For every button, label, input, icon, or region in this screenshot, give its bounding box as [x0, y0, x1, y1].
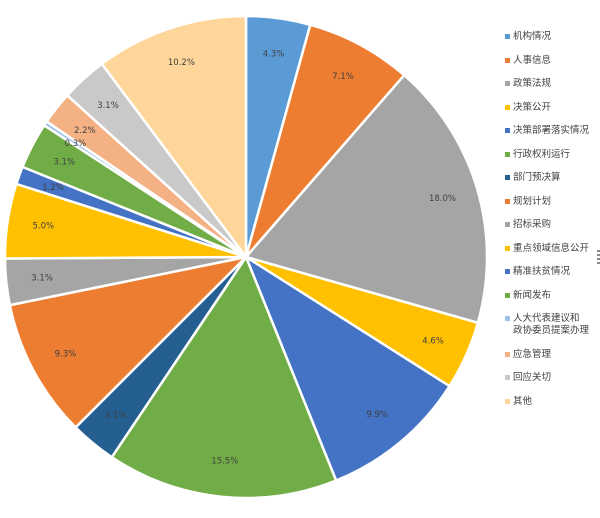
legend-swatch [505, 81, 510, 86]
legend-label: 其他 [513, 395, 533, 407]
pie-data-labels: 4.3% 7.1% 18.0% 4.6% 9.9% 15.5% 3.1% 9.3% 3.1% 5.… [31, 49, 456, 466]
pie-slice-2[interactable] [243, 73, 489, 325]
data-label-3: 4.6% [422, 336, 444, 346]
legend-label: 政策法规 [513, 78, 552, 89]
legend-item-6[interactable]: 部门预决算 [505, 172, 600, 184]
legend-item-15[interactable]: 其他 [505, 396, 600, 408]
legend-label: 应急管理 [513, 348, 552, 360]
legend-label: 行政权利运行 [513, 148, 571, 160]
data-label-4: 9.9% [366, 410, 388, 420]
legend-swatch [505, 375, 510, 380]
legend-label: 人大代表建议和 [513, 313, 580, 324]
legend-swatch [505, 245, 510, 251]
legend-label: 重点领域信息公开 [513, 242, 590, 254]
legend-item-1[interactable]: 人事信息 [505, 55, 600, 67]
chart-legend: 机构情况人事信息政策法规决策公开决策部署落实情况 行政权利运行 部门预决算规划计划招… [505, 31, 600, 419]
data-label-9: 5.0% [32, 222, 54, 232]
legend-item-5[interactable]: 行政权利运行 [505, 149, 600, 161]
legend-swatch [505, 222, 510, 227]
data-label-14: 3.1% [97, 101, 119, 111]
legend-label: 决策部署落实情况 [513, 125, 590, 136]
legend-label: 规划计划 [513, 195, 552, 207]
legend-label: 精准扶贫情况 [513, 266, 571, 277]
legend-swatch [505, 34, 510, 39]
data-label-1: 7.1% [332, 72, 354, 82]
data-label-15: 10.2% [168, 58, 195, 68]
legend-item-0[interactable]: 机构情况 [505, 31, 600, 43]
legend-swatch [505, 104, 510, 110]
legend-item-12[interactable]: 人大代表建议和 政协委员提案办理 [505, 313, 600, 337]
legend-item-14[interactable]: 回应关切 [505, 372, 600, 384]
resize-handle[interactable] [597, 250, 600, 264]
legend-label: 政协委员提案办理 [513, 325, 590, 336]
legend-swatch [505, 269, 510, 274]
legend-item-3[interactable]: 决策公开 [505, 102, 600, 114]
legend-swatch [505, 57, 510, 63]
legend-swatch [505, 316, 510, 321]
data-label-8: 3.1% [31, 274, 53, 284]
legend-label: 决策公开 [513, 101, 552, 113]
data-label-11: 3.1% [53, 158, 75, 168]
legend-item-7[interactable]: 规划计划 [505, 196, 600, 208]
pie-slice-5[interactable] [110, 254, 338, 500]
legend-label: 招标采购 [513, 219, 552, 230]
legend-swatch [505, 292, 510, 298]
pie-slice-15[interactable] [100, 14, 248, 261]
legend-label: 新闻发布 [513, 289, 552, 301]
data-label-13: 2.2% [74, 126, 96, 136]
pie-slice-1[interactable] [244, 23, 407, 258]
data-label-12: 0.3% [65, 139, 87, 149]
legend-label: 回应关切 [513, 372, 552, 383]
pie-slice-4[interactable] [243, 253, 452, 483]
legend-swatch [505, 151, 510, 157]
legend-swatch [505, 198, 510, 204]
legend-item-13[interactable]: 应急管理 [505, 349, 600, 361]
data-label-7: 9.3% [55, 350, 77, 360]
data-label-10: 1.2% [42, 183, 64, 193]
legend-label: 人事信息 [513, 54, 552, 66]
legend-item-10[interactable]: 精准扶贫情况 [505, 266, 600, 278]
data-label-2: 18.0% [429, 194, 456, 204]
legend-item-11[interactable]: 新闻发布 [505, 290, 600, 302]
legend-swatch [505, 128, 510, 133]
legend-swatch [505, 351, 510, 357]
legend-item-9[interactable]: 重点领域信息公开 [505, 243, 600, 255]
data-label-5: 15.5% [211, 456, 238, 466]
legend-swatch [505, 175, 510, 180]
pie-slice-7[interactable] [8, 254, 250, 430]
legend-label: 机构情况 [513, 31, 552, 42]
legend-item-2[interactable]: 政策法规 [505, 78, 600, 90]
data-label-6: 3.1% [105, 411, 127, 421]
legend-swatch [505, 398, 510, 404]
legend-label: 部门预决算 [513, 172, 561, 183]
pie-slices [3, 14, 489, 500]
data-label-0: 4.3% [263, 49, 285, 59]
legend-item-4[interactable]: 决策部署落实情况 [505, 125, 600, 137]
legend-item-8[interactable]: 招标采购 [505, 219, 600, 231]
